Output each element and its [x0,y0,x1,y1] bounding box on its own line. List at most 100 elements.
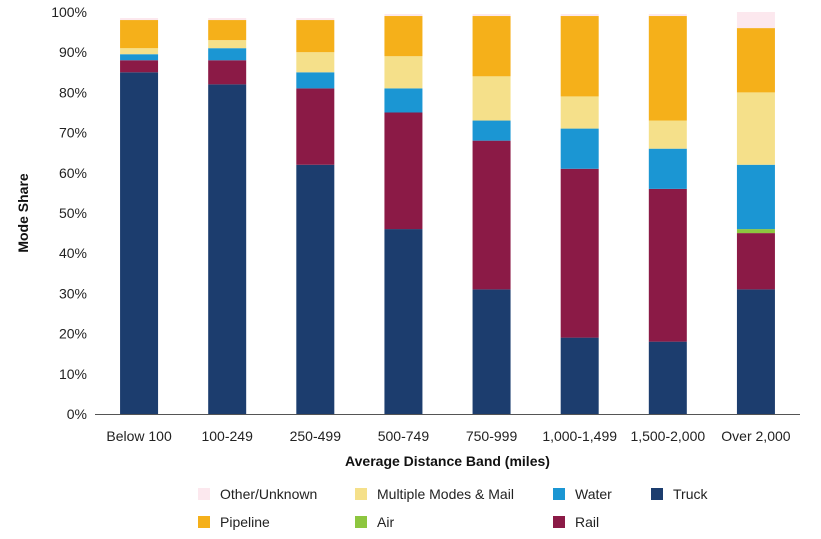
legend-label: Pipeline [220,514,270,530]
bar-pipeline [296,20,334,52]
bar-pipeline [649,16,687,121]
bar-pipeline [208,20,246,40]
bar-group-100-249 [208,18,246,414]
bar-pipeline [473,16,511,76]
legend-item-other-unknown: Other/Unknown [198,486,317,502]
bar-multiple-modes-mail [384,56,422,88]
legend-swatch [553,488,565,500]
bar-water [384,88,422,112]
y-tick-label: 40% [59,245,87,261]
y-tick-label: 100% [51,4,87,20]
x-tick-label: 750-999 [466,428,518,444]
bar-other-unknown [649,14,687,16]
y-axis-ticks: 0% 10% 20% 30% 40% 50% 60% 70% 80% 90% 100% [51,4,87,422]
y-tick-label: 10% [59,366,87,382]
y-tick-label: 20% [59,326,87,342]
legend-item-rail: Rail [553,514,599,530]
bar-group-1-000-1-499 [561,14,599,414]
bar-water [473,121,511,141]
x-tick-label: 1,500-2,000 [630,428,705,444]
bar-other-unknown [296,18,334,20]
bar-multiple-modes-mail [473,76,511,120]
bar-water [296,72,334,88]
bar-water [649,149,687,189]
bar-group-below-100 [120,18,158,414]
bar-truck [296,165,334,414]
bar-pipeline [120,20,158,48]
legend-item-air: Air [355,514,394,530]
legend-swatch [355,488,367,500]
x-tick-label: Over 2,000 [721,428,790,444]
bar-truck [649,342,687,414]
y-tick-label: 80% [59,84,87,100]
y-tick-label: 90% [59,44,87,60]
legend: Other/Unknown Multiple Modes & Mail Water T… [198,486,708,530]
bar-pipeline [737,28,775,92]
bar-other-unknown [120,18,158,20]
y-tick-label: 50% [59,205,87,221]
x-axis-label: Average Distance Band (miles) [345,453,550,469]
bar-group-500-749 [384,14,422,414]
bar-multiple-modes-mail [649,121,687,149]
legend-item-truck: Truck [651,486,708,502]
legend-swatch [651,488,663,500]
bar-rail [649,189,687,342]
bar-water [561,129,599,169]
bars [120,12,775,414]
legend-label: Water [575,486,612,502]
legend-label: Multiple Modes & Mail [377,486,514,502]
bar-truck [120,72,158,414]
bar-other-unknown [208,18,246,20]
bar-other-unknown [473,14,511,16]
bar-truck [208,84,246,414]
legend-swatch [355,516,367,528]
y-tick-label: 0% [67,406,87,422]
bar-water [120,54,158,60]
bar-multiple-modes-mail [120,48,158,54]
bar-multiple-modes-mail [296,52,334,72]
bar-group-750-999 [473,14,511,414]
bar-rail [120,60,158,72]
legend-item-water: Water [553,486,612,502]
bar-group-250-499 [296,18,334,414]
bar-rail [561,169,599,338]
x-tick-label: Below 100 [106,428,172,444]
legend-label: Rail [575,514,599,530]
y-tick-label: 70% [59,125,87,141]
x-tick-label: 250-499 [290,428,342,444]
bar-water [208,48,246,60]
bar-air [737,229,775,233]
bar-pipeline [384,16,422,56]
bar-rail [296,88,334,164]
bar-multiple-modes-mail [737,92,775,164]
x-tick-label: 1,000-1,499 [542,428,617,444]
x-tick-label: 500-749 [378,428,430,444]
legend-label: Air [377,514,394,530]
bar-truck [561,338,599,414]
legend-swatch [198,516,210,528]
y-tick-label: 30% [59,285,87,301]
legend-label: Truck [673,486,708,502]
bar-other-unknown [737,12,775,28]
bar-rail [737,233,775,289]
bar-truck [473,289,511,414]
bar-rail [384,113,422,230]
y-axis-label: Mode Share [15,173,31,253]
y-tick-label: 60% [59,165,87,181]
bar-multiple-modes-mail [561,96,599,128]
bar-multiple-modes-mail [208,40,246,48]
legend-swatch [553,516,565,528]
x-axis-ticks: Below 100 100-249 250-499 500-749 750-999 1,0… [106,428,790,444]
legend-item-pipeline: Pipeline [198,514,270,530]
bar-truck [737,289,775,414]
legend-label: Other/Unknown [220,486,317,502]
bar-truck [384,229,422,414]
bar-group-1-500-2-000 [649,14,687,414]
bar-rail [473,141,511,290]
x-tick-label: 100-249 [201,428,253,444]
bar-pipeline [561,16,599,96]
legend-item-multiple-modes-mail: Multiple Modes & Mail [355,486,514,502]
bar-rail [208,60,246,84]
bar-other-unknown [561,14,599,16]
